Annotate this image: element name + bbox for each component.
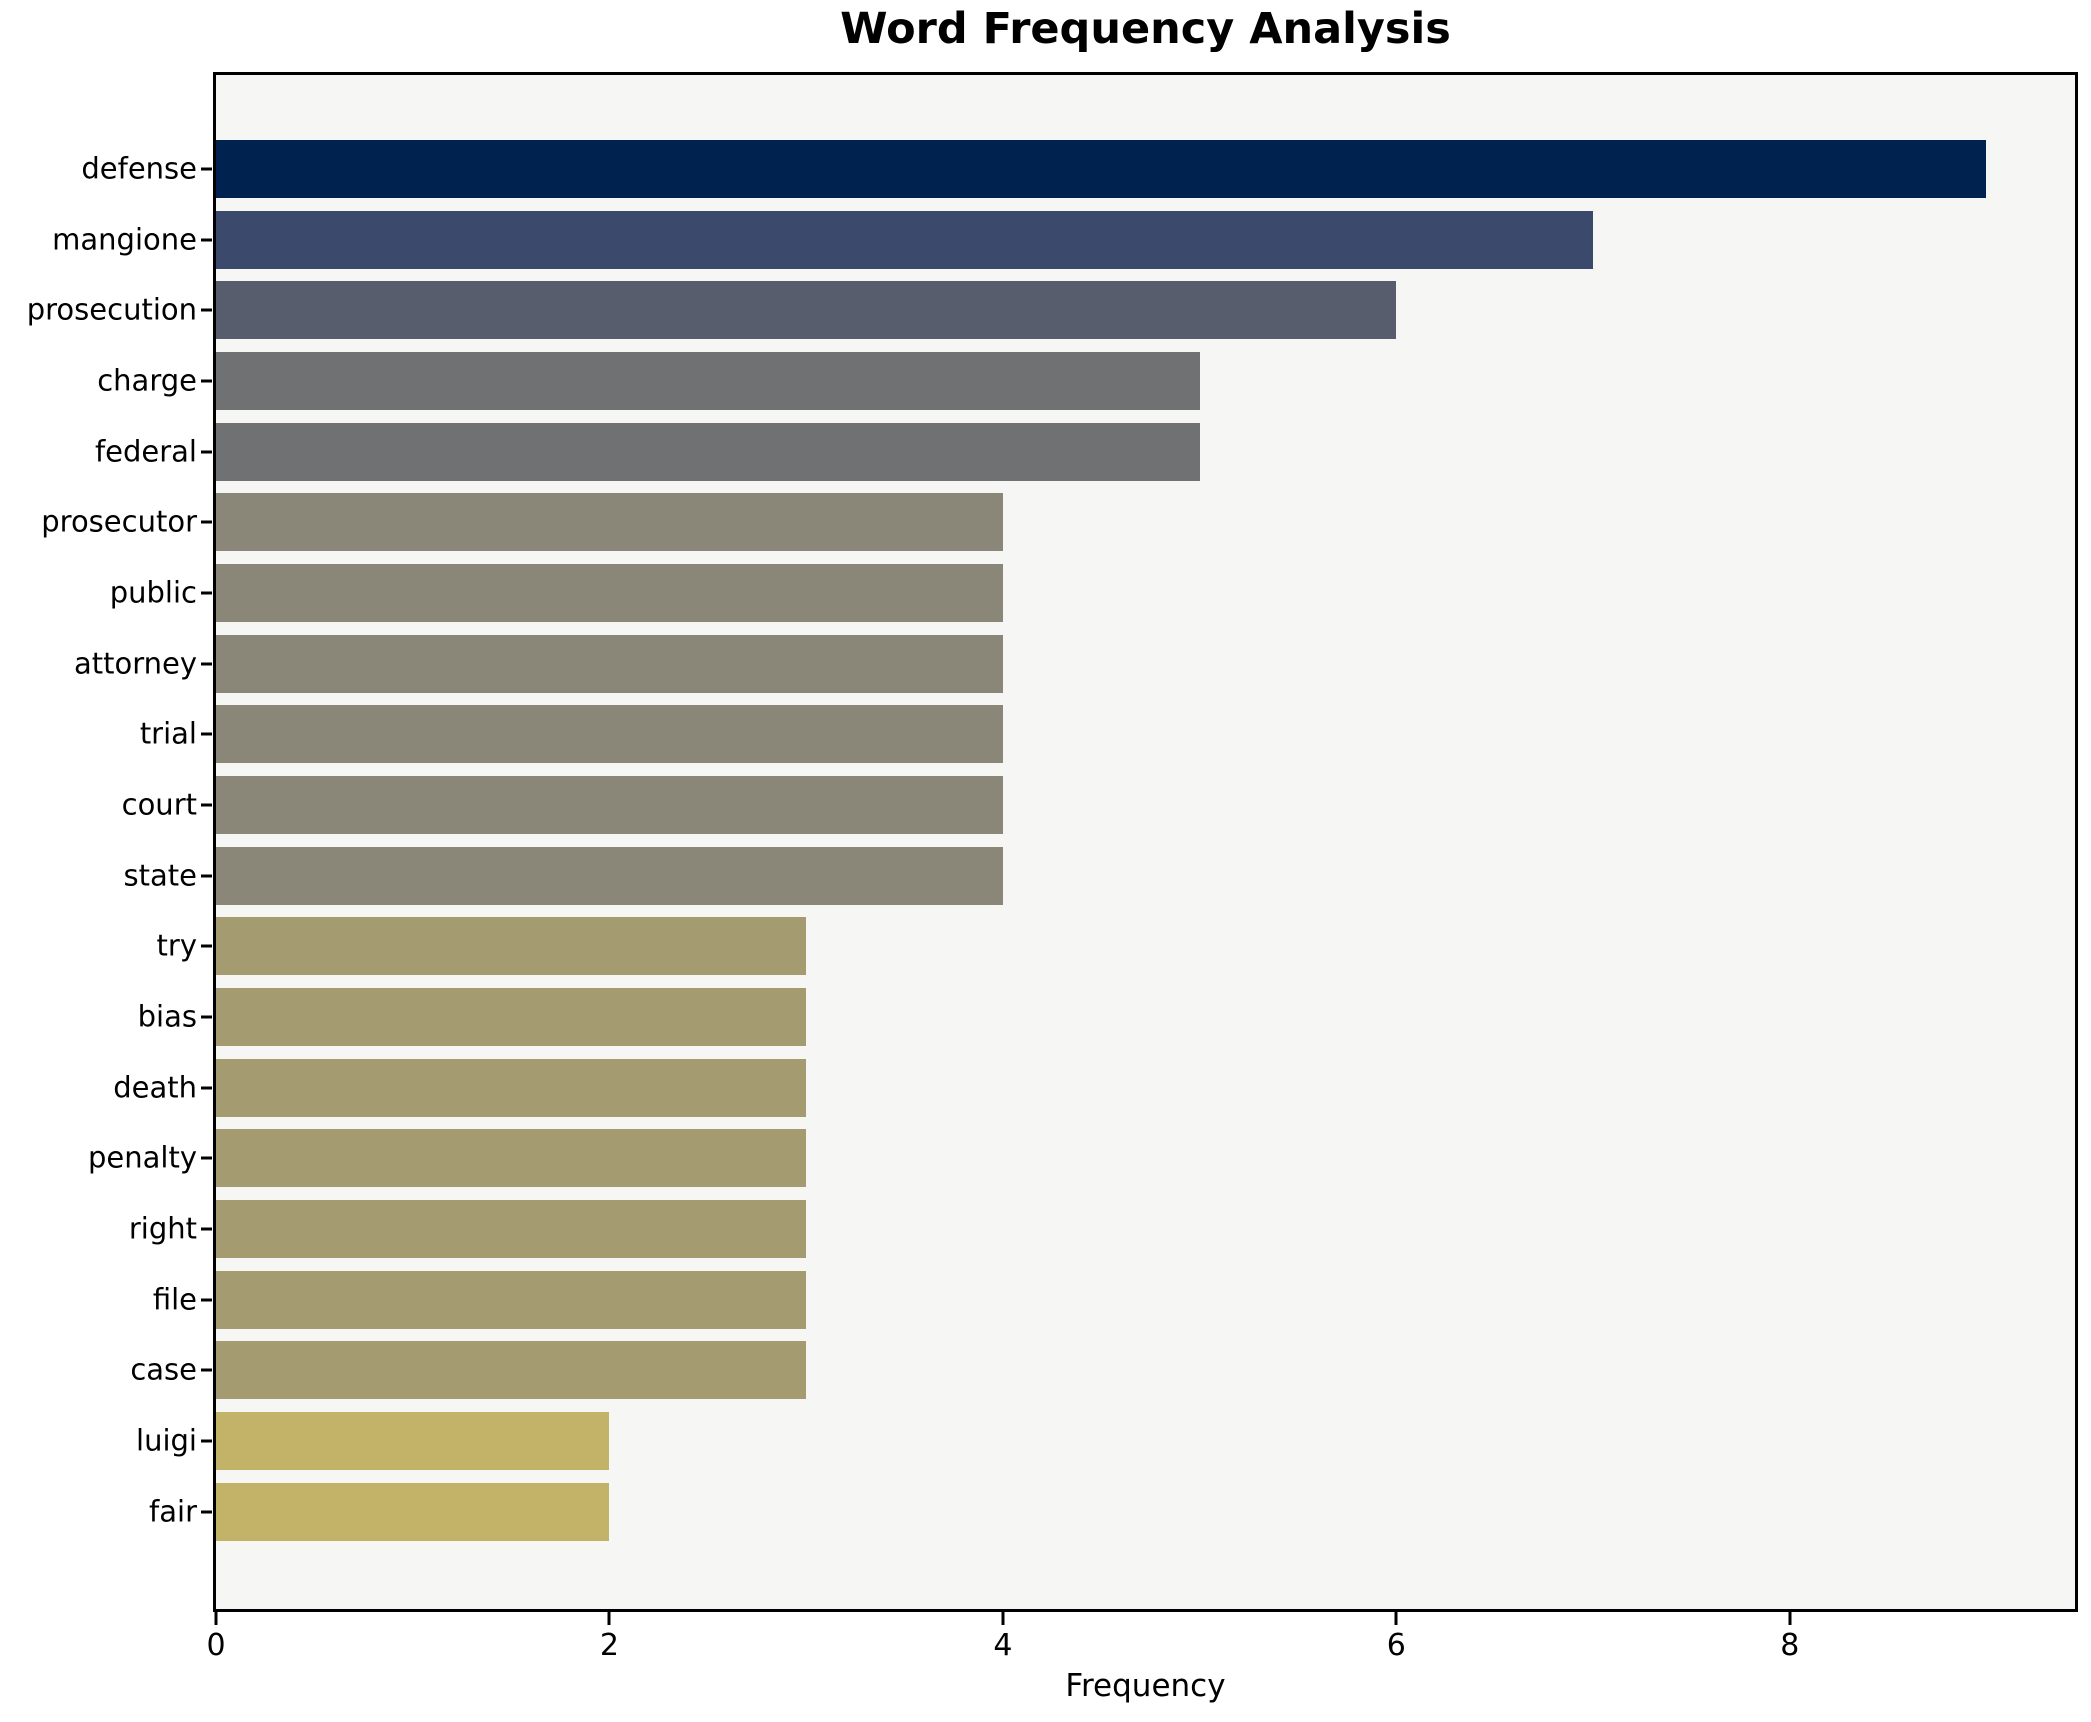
bar-row-court: court <box>122 776 2075 835</box>
bar-row-luigi: luigi <box>136 1412 2075 1471</box>
y-tick-mark-right <box>201 1227 212 1231</box>
y-tick-label-luigi: luigi <box>136 1423 197 1458</box>
y-tick-mark-penalty <box>201 1156 212 1160</box>
bar-row-fair: fair <box>149 1482 2075 1541</box>
bar-row-prosecutor: prosecutor <box>41 493 2075 552</box>
x-tick-label-2: 2 <box>599 1628 619 1663</box>
plot-area: defense mangione prosecution charge federal p… <box>27 72 2078 1702</box>
y-tick-label-attorney: attorney <box>73 646 197 681</box>
y-tick-label-court: court <box>121 787 197 822</box>
y-tick-label-charge: charge <box>97 363 197 398</box>
bar-row-state: state <box>124 846 2075 905</box>
y-tick-label-case: case <box>130 1352 197 1387</box>
bar-row-penalty: penalty <box>88 1129 2075 1188</box>
x-tick-label-4: 4 <box>993 1628 1013 1663</box>
bar-right <box>216 1200 807 1259</box>
y-tick-mark-try <box>201 944 212 948</box>
bar-row-charge: charge <box>97 352 2075 411</box>
bar-luigi <box>216 1412 610 1471</box>
bar-charge <box>216 352 1200 411</box>
bar-fair <box>216 1482 610 1541</box>
y-tick-mark-attorney <box>201 662 212 666</box>
bar-row-mangione: mangione <box>52 210 2075 269</box>
y-tick-label-file: file <box>152 1282 197 1317</box>
y-tick-mark-prosecution <box>201 308 212 312</box>
bar-row-defense: defense <box>81 140 2075 198</box>
y-tick-label-defense: defense <box>81 151 197 186</box>
chart-title: Word Frequency Analysis <box>840 4 1451 54</box>
y-tick-mark-file <box>201 1298 212 1302</box>
bar-row-case: case <box>130 1341 2075 1400</box>
bar-row-try: try <box>157 917 2075 976</box>
bar-state <box>216 846 1003 905</box>
y-tick-label-public: public <box>109 575 197 610</box>
bar-attorney <box>216 634 1003 693</box>
y-tick-mark-defense <box>201 167 212 171</box>
bar-defense <box>216 140 1987 198</box>
y-tick-label-penalty: penalty <box>88 1140 197 1175</box>
bar-bias <box>216 988 807 1047</box>
x-tick-mark-6 <box>1394 1612 1398 1625</box>
bar-try <box>216 917 807 976</box>
y-tick-mark-trial <box>201 732 212 736</box>
x-tick-mark-2 <box>607 1612 611 1625</box>
y-tick-label-trial: trial <box>139 716 197 751</box>
bar-penalty <box>216 1129 807 1188</box>
x-tick-label-0: 0 <box>206 1628 226 1663</box>
y-tick-label-prosecution: prosecution <box>26 292 197 327</box>
bar-row-right: right <box>129 1200 2075 1259</box>
bars-container: defense mangione prosecution charge federal p… <box>27 140 2075 1541</box>
y-tick-mark-fair <box>201 1510 212 1514</box>
y-tick-label-mangione: mangione <box>52 222 197 257</box>
y-tick-mark-charge <box>201 379 212 383</box>
y-tick-mark-luigi <box>201 1439 212 1443</box>
bar-public <box>216 564 1003 623</box>
y-tick-label-try: try <box>156 928 197 963</box>
bar-federal <box>216 422 1200 481</box>
x-tick-label-8: 8 <box>1780 1628 1800 1663</box>
y-tick-mark-prosecutor <box>201 520 212 524</box>
y-tick-label-state: state <box>123 858 197 893</box>
x-tick-mark-0 <box>214 1612 218 1625</box>
bar-row-federal: federal <box>95 422 2075 481</box>
y-tick-mark-federal <box>201 450 212 454</box>
bar-row-file: file <box>153 1270 2075 1329</box>
bar-case <box>216 1341 807 1400</box>
y-tick-mark-case <box>201 1368 212 1372</box>
y-tick-mark-state <box>201 874 212 878</box>
bar-prosecution <box>216 281 1397 340</box>
y-tick-mark-mangione <box>201 238 212 242</box>
bar-file <box>216 1270 807 1329</box>
x-tick-label-6: 6 <box>1386 1628 1406 1663</box>
bar-death <box>216 1058 807 1117</box>
y-tick-label-fair: fair <box>149 1494 197 1529</box>
bar-row-prosecution: prosecution <box>27 281 2075 340</box>
bar-row-death: death <box>113 1058 2075 1117</box>
y-tick-label-death: death <box>113 1070 197 1105</box>
x-tick-mark-8 <box>1788 1612 1792 1625</box>
bar-row-public: public <box>110 564 2075 623</box>
x-axis-label: Frequency <box>1065 1668 1226 1704</box>
bar-row-trial: trial <box>140 705 2075 764</box>
y-tick-label-right: right <box>128 1211 197 1246</box>
y-tick-label-bias: bias <box>137 999 197 1034</box>
y-tick-label-prosecutor: prosecutor <box>41 504 197 539</box>
y-tick-label-federal: federal <box>94 434 197 469</box>
bar-row-bias: bias <box>138 988 2075 1047</box>
y-tick-mark-court <box>201 803 212 807</box>
y-tick-mark-death <box>201 1086 212 1090</box>
bar-mangione <box>216 210 1594 269</box>
bar-trial <box>216 705 1003 764</box>
y-tick-mark-bias <box>201 1015 212 1019</box>
bar-row-attorney: attorney <box>74 634 2075 693</box>
y-tick-mark-public <box>201 591 212 595</box>
bar-prosecutor <box>216 493 1003 552</box>
bar-court <box>216 776 1003 835</box>
x-tick-mark-4 <box>1001 1612 1005 1625</box>
